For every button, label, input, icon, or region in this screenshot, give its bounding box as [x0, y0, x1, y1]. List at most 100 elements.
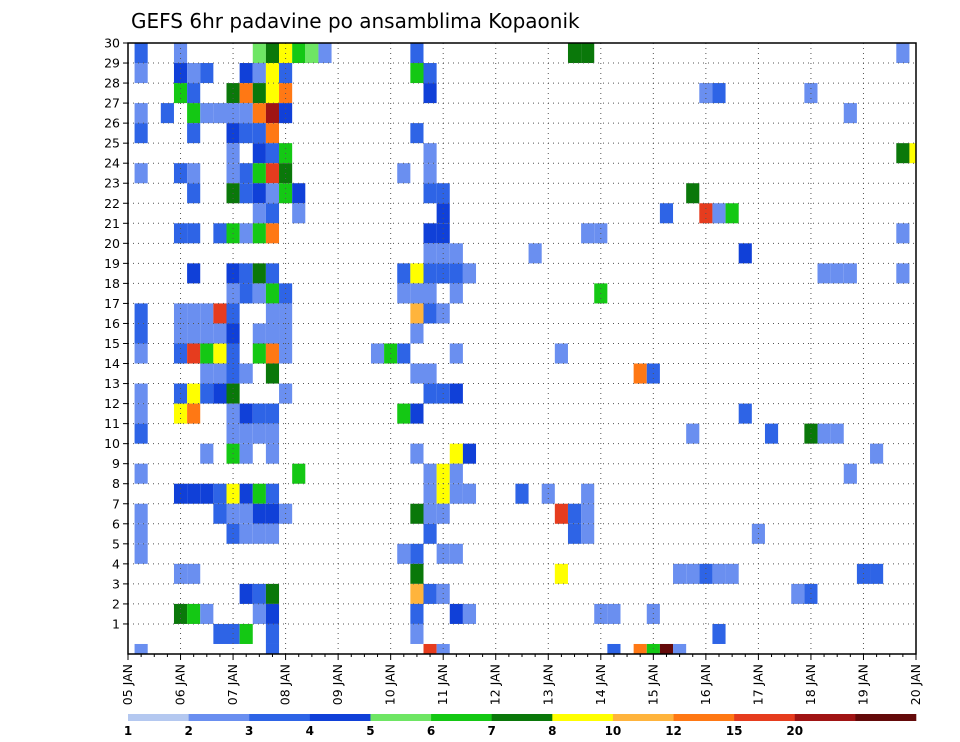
colorbar-label: 7	[488, 724, 496, 738]
heatmap-cell	[187, 383, 201, 404]
heatmap-cell	[239, 363, 253, 384]
colorbar-swatch	[431, 714, 492, 721]
heatmap-cell	[265, 323, 280, 344]
heatmap-cell	[252, 323, 266, 344]
heatmap-cell	[252, 163, 266, 184]
heatmap-cell	[134, 423, 148, 444]
heatmap-cell	[410, 563, 424, 584]
heatmap-cell	[252, 123, 266, 144]
colorbar-swatch	[249, 714, 311, 721]
heatmap-cell	[817, 263, 831, 284]
heatmap-cell	[187, 183, 201, 204]
heatmap-cell	[239, 163, 253, 184]
heatmap-cell	[200, 103, 214, 124]
x-tick-label: 19 JAN	[855, 664, 870, 705]
heatmap-cell	[200, 363, 214, 384]
heatmap-cell	[423, 643, 437, 654]
heatmap-cell	[239, 583, 253, 604]
heatmap-cell	[187, 163, 201, 184]
heatmap-cell	[160, 103, 174, 124]
colorbar-swatch	[855, 714, 917, 721]
heatmap-cell	[265, 103, 280, 124]
y-tick-label: 21	[104, 216, 120, 231]
x-tick-label: 09 JAN	[330, 664, 345, 705]
heatmap-cell	[462, 483, 477, 504]
colorbar-label: 8	[548, 724, 556, 738]
heatmap-cell	[449, 463, 463, 484]
heatmap-cell	[410, 543, 424, 564]
heatmap-cell	[239, 283, 253, 304]
heatmap-cells	[134, 43, 916, 654]
y-tick-label: 2	[112, 596, 120, 611]
heatmap-cell	[843, 463, 857, 484]
heatmap-cell	[213, 103, 227, 124]
heatmap-cell	[449, 543, 463, 564]
heatmap-cell	[410, 623, 424, 644]
heatmap-cell	[239, 103, 253, 124]
heatmap-cell	[843, 103, 857, 124]
heatmap-cell	[410, 263, 424, 284]
heatmap-cell	[265, 223, 280, 244]
heatmap-cell	[449, 483, 463, 504]
heatmap-cell	[239, 63, 253, 84]
heatmap-cell	[265, 143, 280, 164]
heatmap-cell	[817, 423, 831, 444]
heatmap-cell	[830, 263, 844, 284]
heatmap-cell	[239, 183, 253, 204]
heatmap-cell	[410, 303, 424, 324]
y-tick-label: 16	[104, 316, 120, 331]
y-tick-label: 9	[112, 456, 120, 471]
heatmap-cell	[449, 603, 463, 624]
y-tick-label: 27	[104, 96, 120, 111]
y-tick-label: 24	[104, 156, 120, 171]
heatmap-cell	[134, 303, 148, 324]
heatmap-cell	[370, 343, 385, 364]
heatmap-cell	[607, 603, 621, 624]
heatmap-cell	[252, 523, 266, 544]
heatmap-cell	[397, 263, 411, 284]
heatmap-cell	[252, 223, 266, 244]
heatmap-cell	[213, 363, 227, 384]
heatmap-cell	[659, 203, 674, 224]
heatmap-cell	[200, 343, 214, 364]
heatmap-cell	[252, 603, 266, 624]
heatmap-cell	[896, 223, 910, 244]
heatmap-cell	[712, 203, 726, 224]
x-tick-label: 07 JAN	[225, 664, 240, 705]
heatmap-cell	[397, 283, 411, 304]
colorbar-swatch	[794, 714, 856, 721]
x-tick-label: 08 JAN	[278, 664, 293, 705]
heatmap-cell	[870, 443, 884, 464]
heatmap-cell	[187, 63, 201, 84]
heatmap-cell	[567, 523, 582, 544]
heatmap-cell	[423, 503, 437, 524]
y-tick-label: 30	[104, 36, 120, 51]
heatmap-cell	[397, 543, 411, 564]
heatmap-cell	[423, 303, 437, 324]
x-tick-label: 14 JAN	[593, 664, 608, 705]
x-tick-label: 13 JAN	[540, 664, 555, 705]
heatmap-cell	[187, 83, 201, 104]
y-tick-label: 29	[104, 56, 120, 71]
heatmap-cell	[213, 623, 227, 644]
heatmap-cell	[265, 403, 280, 424]
y-tick-label: 7	[112, 496, 120, 511]
heatmap-cell	[397, 163, 411, 184]
heatmap-cell	[265, 83, 280, 104]
heatmap-cell	[265, 163, 280, 184]
heatmap-cell	[252, 183, 266, 204]
heatmap-cell	[265, 423, 280, 444]
heatmap-cell	[633, 363, 647, 384]
heatmap-cell	[410, 583, 424, 604]
heatmap-cell	[265, 63, 280, 84]
heatmap-cell	[213, 223, 227, 244]
y-tick-label: 4	[112, 556, 120, 571]
heatmap-cell	[410, 603, 424, 624]
heatmap-cell	[712, 563, 726, 584]
heatmap-cell	[462, 263, 477, 284]
heatmap-cell	[213, 323, 227, 344]
chart-title: GEFS 6hr padavine po ansamblima Kopaonik	[131, 9, 580, 33]
y-tick-label: 3	[112, 576, 120, 591]
heatmap-cell	[449, 343, 463, 364]
